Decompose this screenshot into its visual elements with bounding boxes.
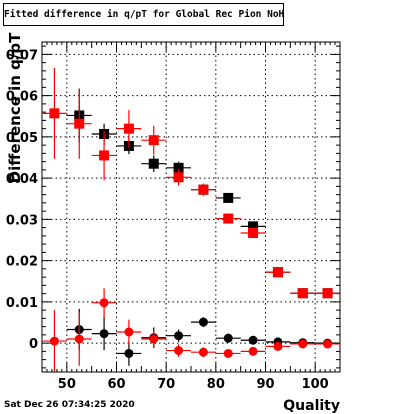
square-marker [123, 123, 134, 134]
data-point [166, 169, 191, 186]
data-point [42, 67, 67, 159]
circle-marker [248, 335, 258, 345]
square-marker [223, 213, 234, 224]
data-point [166, 329, 191, 342]
data-point [191, 183, 216, 196]
data-point [141, 155, 167, 172]
data-point [141, 125, 167, 155]
chart-title: Fitted difference in q/pT for Global Rec… [3, 3, 284, 26]
data-point [116, 341, 142, 366]
data-point [290, 288, 316, 299]
circle-marker [248, 346, 258, 356]
circle-marker [74, 334, 84, 344]
x-tick-label: 90 [256, 377, 274, 392]
circle-marker [223, 333, 233, 343]
circle-marker [323, 339, 333, 349]
x-tick-label: 60 [107, 377, 125, 392]
y-tick-label: 0.01 [6, 296, 38, 311]
circle-marker [124, 348, 134, 358]
circle-marker [273, 341, 283, 351]
data-point [265, 267, 291, 278]
grid-lines [42, 42, 340, 372]
y-tick-label: 0.06 [6, 90, 38, 105]
data-point [141, 330, 167, 348]
x-axis-label: Quality [283, 398, 340, 414]
data-point [215, 213, 241, 224]
y-tick-label: 0.05 [6, 131, 38, 146]
square-marker [148, 135, 159, 146]
data-point [315, 339, 340, 349]
x-tick-label: 50 [58, 377, 76, 392]
circle-marker [99, 298, 109, 308]
data-point [42, 310, 67, 372]
data-point [290, 339, 316, 349]
data-point [315, 288, 340, 299]
y-tick-label: 0.02 [6, 255, 38, 270]
square-marker [223, 192, 234, 203]
data-point [265, 341, 291, 351]
y-tick-label: 0 [29, 337, 38, 352]
circle-marker [49, 336, 59, 346]
square-marker [248, 227, 259, 238]
data-point [191, 347, 216, 358]
circle-marker [223, 348, 233, 358]
date-stamp: Sat Dec 26 07:34:25 2020 [4, 400, 135, 410]
y-tick-label: 0.04 [6, 172, 38, 187]
square-marker [49, 108, 60, 119]
circle-marker [124, 327, 134, 337]
data-point [215, 333, 241, 343]
circle-marker [174, 331, 184, 341]
data-point [166, 344, 191, 357]
data-point [215, 192, 241, 203]
circle-marker [149, 334, 159, 344]
circle-marker [99, 329, 109, 339]
circle-marker [174, 346, 184, 356]
data-point [191, 317, 216, 328]
data-point [66, 312, 92, 366]
data-point [116, 319, 142, 345]
x-tick-label: 70 [157, 377, 175, 392]
y-axis-label: Difference in q/pT [6, 32, 24, 183]
square-marker [99, 150, 110, 161]
circle-marker [198, 347, 208, 357]
x-tick-label: 80 [207, 377, 225, 392]
data-point [116, 110, 142, 148]
data-point [240, 346, 266, 356]
square-marker [297, 288, 308, 299]
x-tick-label: 100 [302, 377, 329, 392]
data-point [240, 335, 266, 345]
square-marker [173, 172, 184, 183]
y-tick-label: 0.07 [6, 48, 38, 63]
square-marker [198, 184, 209, 195]
data-point [91, 288, 117, 318]
data-point [240, 227, 266, 238]
square-marker [272, 267, 283, 278]
square-marker [74, 118, 85, 129]
data-point [91, 130, 117, 181]
square-marker [248, 221, 259, 232]
axes: 50 60 70 80 90 100 0 0.01 0.02 0.03 0.04 0.05 0.06 0.… [6, 41, 341, 392]
data-point [91, 317, 117, 351]
data-points [42, 67, 340, 372]
y-tick-label: 0.03 [6, 213, 38, 228]
square-marker [148, 158, 159, 169]
data-point [215, 348, 241, 358]
square-marker [322, 288, 333, 299]
data-point [66, 88, 92, 159]
circle-marker [298, 339, 308, 349]
circle-marker [198, 317, 208, 327]
square-marker [173, 162, 184, 173]
